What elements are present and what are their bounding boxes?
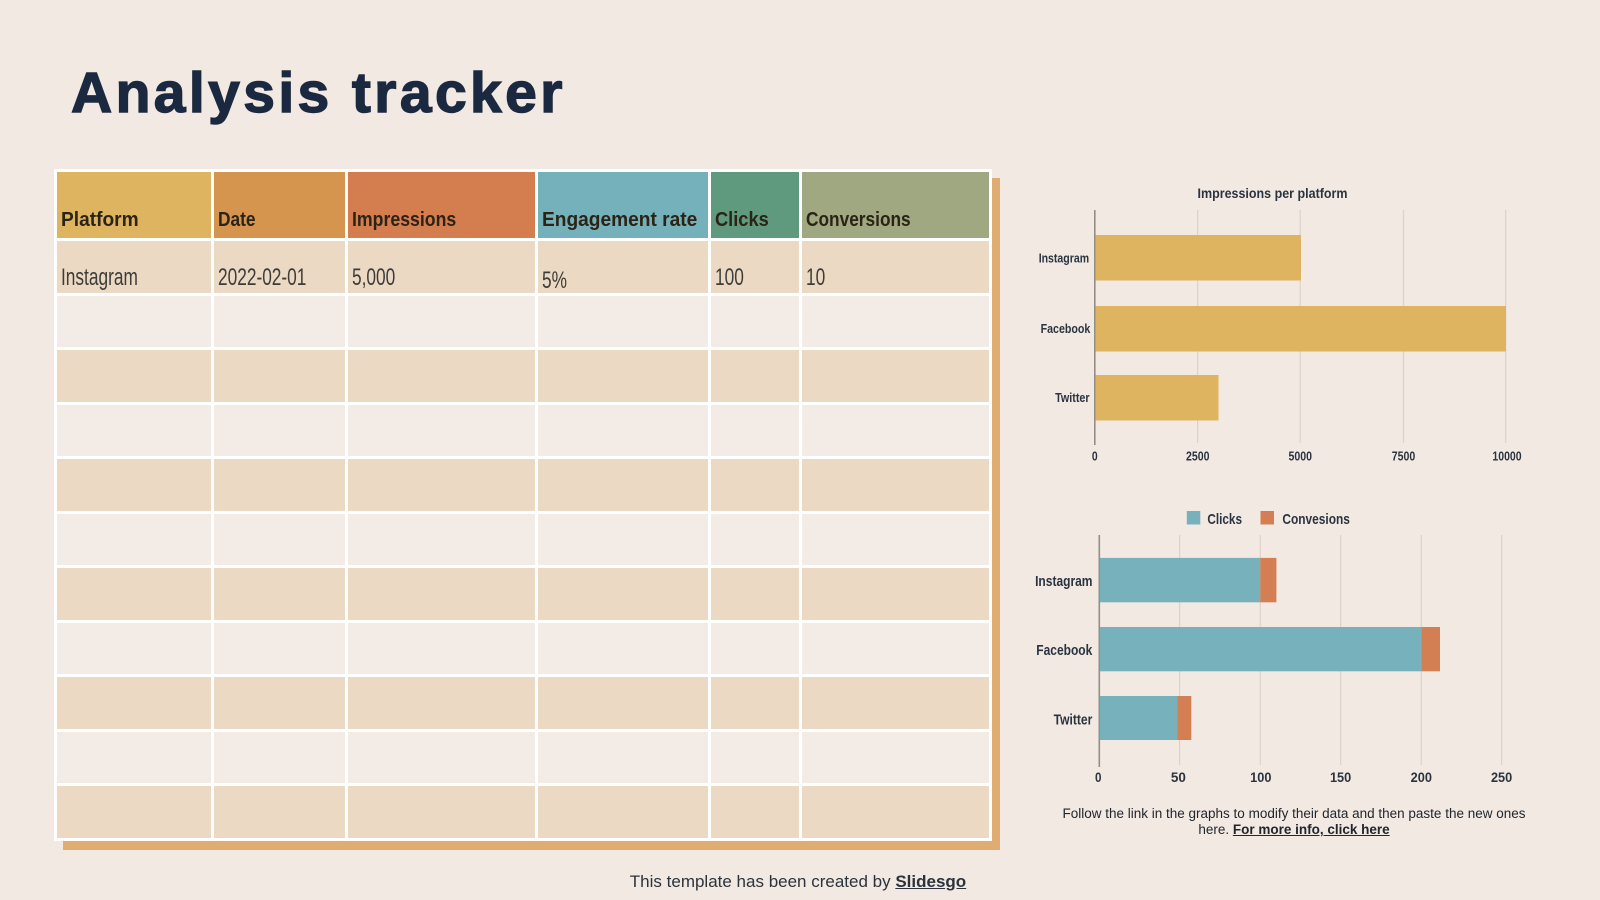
svg-text:Twitter: Twitter [1054, 712, 1093, 729]
svg-text:Twitter: Twitter [1055, 390, 1090, 405]
svg-text:100: 100 [1250, 769, 1271, 785]
svg-text:10000: 10000 [1492, 449, 1521, 464]
svg-text:Impressions per platform: Impressions per platform [1198, 186, 1348, 201]
svg-text:Facebook: Facebook [1036, 642, 1093, 659]
svg-text:0: 0 [1092, 449, 1098, 464]
svg-text:150: 150 [1330, 769, 1351, 785]
svg-text:200: 200 [1411, 769, 1432, 785]
svg-text:7500: 7500 [1392, 449, 1416, 464]
svg-text:Facebook: Facebook [1041, 321, 1091, 336]
svg-text:5000: 5000 [1288, 449, 1312, 464]
svg-text:50: 50 [1171, 769, 1186, 785]
svg-text:Instagram: Instagram [1039, 251, 1089, 266]
svg-text:250: 250 [1491, 769, 1512, 785]
svg-text:0: 0 [1095, 769, 1102, 785]
svg-text:Clicks: Clicks [1207, 511, 1242, 528]
svg-text:Instagram: Instagram [1035, 573, 1092, 590]
svg-text:Convesions: Convesions [1282, 511, 1350, 528]
svg-text:2500: 2500 [1186, 449, 1210, 464]
